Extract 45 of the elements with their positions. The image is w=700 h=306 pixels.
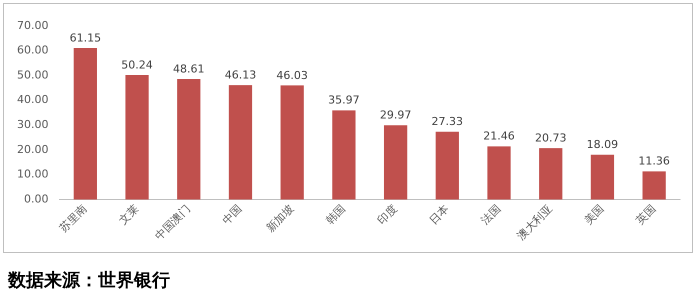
x-tick-label: 新加坡 bbox=[264, 202, 296, 235]
data-label: 11.36 bbox=[638, 154, 670, 168]
data-label: 21.46 bbox=[483, 130, 515, 143]
y-tick-label: 60.00 bbox=[16, 44, 48, 57]
y-tick-label: 40.00 bbox=[16, 93, 48, 106]
x-tick-label: 中国澳门 bbox=[152, 202, 193, 242]
data-label: 18.09 bbox=[586, 138, 618, 152]
x-tick-label: 美国 bbox=[582, 202, 607, 227]
x-tick-label: 日本 bbox=[426, 202, 452, 227]
bar bbox=[125, 74, 149, 200]
y-tick-label: 0.00 bbox=[24, 192, 48, 206]
bar bbox=[590, 154, 614, 200]
data-label: 35.97 bbox=[328, 94, 360, 107]
bar bbox=[177, 79, 200, 200]
bar bbox=[384, 125, 408, 200]
data-label: 48.61 bbox=[173, 62, 205, 76]
x-tick-label: 苏里南 bbox=[56, 202, 90, 235]
x-tick-label: 英国 bbox=[634, 202, 658, 227]
data-label: 46.03 bbox=[276, 68, 308, 82]
bar bbox=[539, 148, 562, 200]
x-tick-label: 澳大利亚 bbox=[514, 202, 555, 242]
bar bbox=[436, 132, 459, 200]
data-label: 61.15 bbox=[70, 31, 102, 44]
y-tick-label: 50.00 bbox=[16, 68, 48, 82]
data-label: 29.97 bbox=[380, 108, 412, 122]
x-tick-label: 文莱 bbox=[116, 202, 142, 227]
data-label: 27.33 bbox=[432, 115, 464, 128]
x-tick-label: 韩国 bbox=[323, 202, 348, 227]
bar bbox=[74, 48, 97, 200]
data-label: 46.13 bbox=[224, 68, 256, 82]
bar bbox=[280, 85, 304, 200]
x-tick-label: 中国 bbox=[220, 202, 245, 227]
bar bbox=[332, 110, 356, 200]
x-tick-label: 法国 bbox=[478, 202, 504, 227]
bar bbox=[642, 171, 666, 200]
data-label: 50.24 bbox=[121, 58, 153, 72]
y-tick-label: 30.00 bbox=[16, 118, 48, 132]
data-label: 20.73 bbox=[534, 132, 566, 145]
bar bbox=[228, 85, 252, 200]
x-tick-label: 印度 bbox=[374, 202, 400, 227]
bar bbox=[487, 146, 511, 200]
y-tick-label: 20.00 bbox=[16, 142, 48, 156]
y-tick-label: 10.00 bbox=[16, 168, 48, 181]
source-note: 数据来源：世界银行 bbox=[8, 269, 170, 292]
y-tick-label: 70.00 bbox=[16, 18, 48, 32]
